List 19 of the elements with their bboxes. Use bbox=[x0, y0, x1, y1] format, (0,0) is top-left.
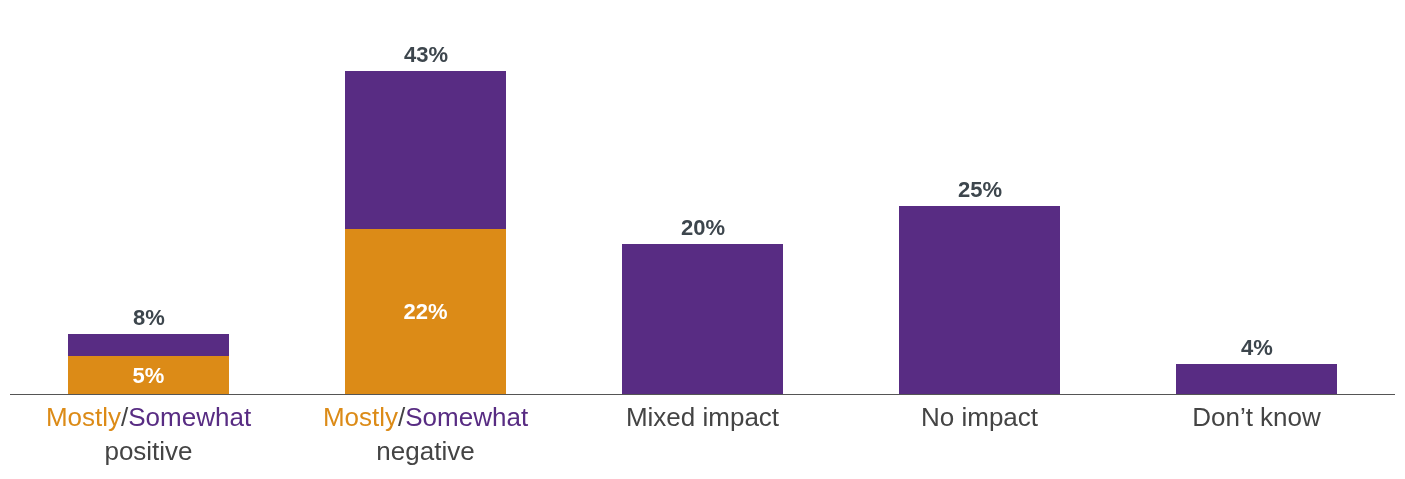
bar bbox=[622, 243, 783, 394]
x-tick-label: Mostly/Somewhat positive bbox=[45, 402, 252, 466]
bar bbox=[345, 228, 506, 394]
total-label: 20% bbox=[681, 215, 726, 240]
total-label: 25% bbox=[958, 177, 1003, 202]
bar bbox=[345, 71, 506, 229]
bar bbox=[68, 333, 229, 357]
x-tick-label: Mixed impact bbox=[625, 402, 780, 433]
bar bbox=[1176, 363, 1337, 394]
total-label: 43% bbox=[404, 42, 449, 67]
total-label: 4% bbox=[1241, 335, 1273, 360]
data-label: 5% bbox=[132, 362, 165, 388]
x-tick-label: Don’t know bbox=[1192, 402, 1322, 433]
total-label: 8% bbox=[133, 305, 165, 330]
data-label: 22% bbox=[403, 298, 448, 324]
bar bbox=[899, 206, 1060, 394]
bar bbox=[68, 356, 229, 394]
x-tick-label: No impact bbox=[920, 402, 1039, 433]
x-tick-label: Mostly/Somewhat negative bbox=[322, 402, 529, 466]
